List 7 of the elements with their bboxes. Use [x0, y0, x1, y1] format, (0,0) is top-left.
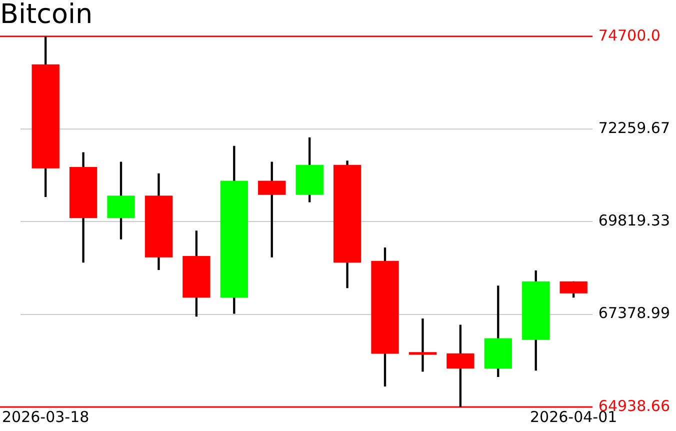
y-tick-label: 67378.99 — [598, 304, 670, 322]
x-tick-label: 2026-03-18 — [2, 408, 90, 426]
y-tick-label: 74700.0 — [598, 26, 660, 44]
y-tick-label: 69819.33 — [598, 212, 670, 230]
chart-title: Bitcoin — [0, 0, 93, 30]
y-tick-label: 72259.67 — [598, 118, 670, 137]
candlestick — [408, 318, 437, 372]
